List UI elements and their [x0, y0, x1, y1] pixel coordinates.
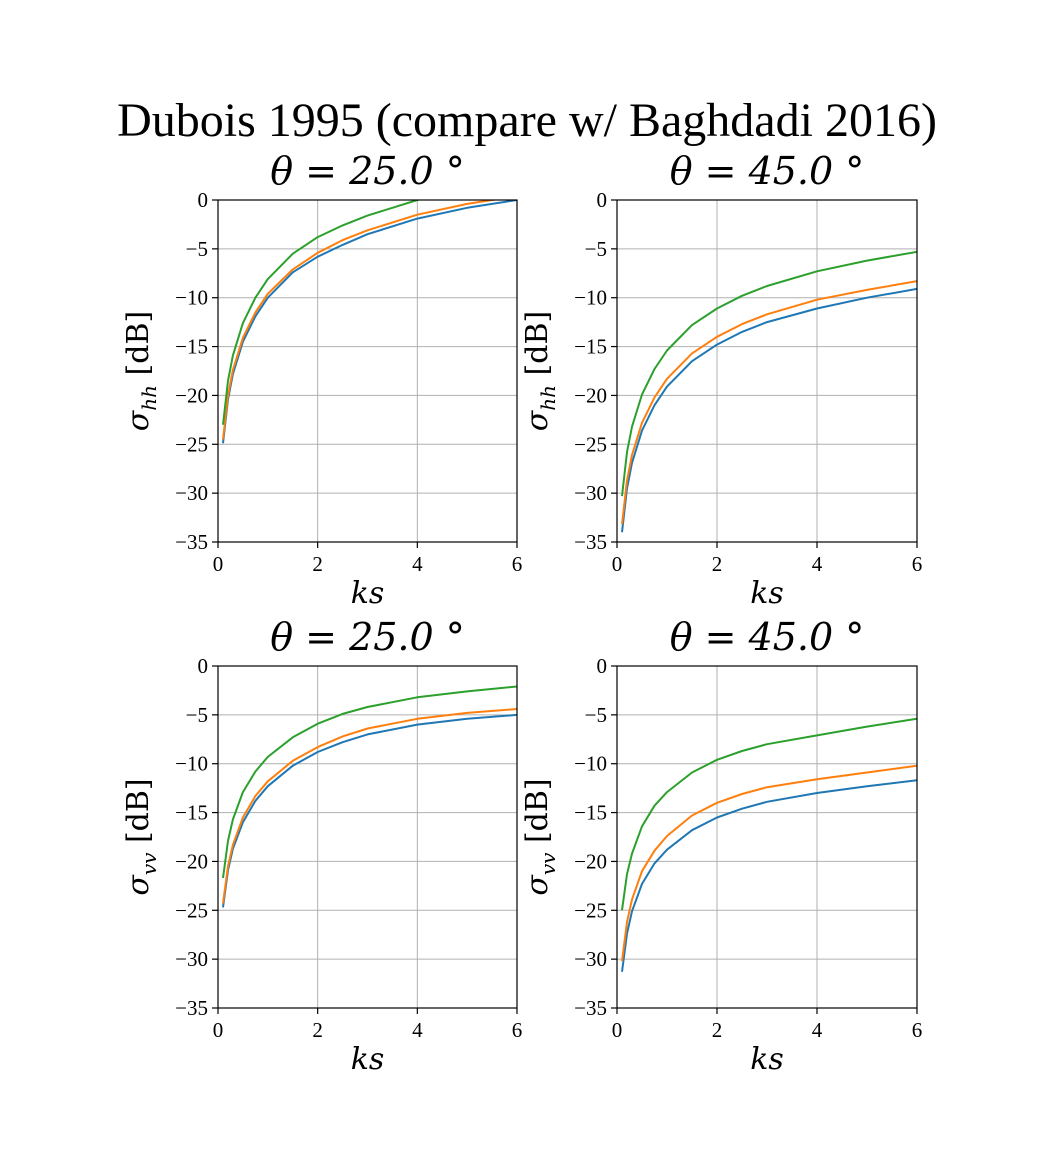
y-label-subscript: hh [137, 385, 161, 411]
y-label-symbol: σ [121, 409, 156, 431]
x-tick-label: 2 [712, 552, 723, 576]
y-tick-label: −25 [175, 898, 208, 922]
y-tick-label: 0 [198, 188, 209, 212]
series-line-1 [222, 200, 517, 444]
series-line-1 [621, 779, 917, 972]
x-tick-label: 0 [213, 552, 224, 576]
series-line-2 [621, 764, 917, 962]
y-tick-label: −10 [574, 286, 607, 310]
x-tick-label: 2 [712, 1018, 723, 1042]
y-tick-label: −15 [574, 335, 607, 359]
y-label-symbol: σ [520, 874, 555, 896]
series-line-3 [222, 685, 517, 879]
subplot-title: θ = 25.0 ° [270, 149, 465, 193]
y-label-symbol: σ [520, 409, 555, 431]
y-tick-label: −35 [175, 530, 208, 554]
subplot-3: 0 2 4 6 0 −5 −10 −15 −20 −25 −30 −35 θ = 25.0 ° ks σvv… [121, 615, 522, 1077]
y-tick-label: 0 [597, 188, 608, 212]
series-line-2 [222, 200, 499, 440]
y-tick-label: −30 [175, 947, 208, 971]
x-tick-label: 4 [812, 552, 823, 576]
y-label-unit: [dB] [121, 311, 156, 385]
x-tick-label: 6 [512, 1018, 523, 1042]
y-tick-label: −5 [585, 703, 607, 727]
x-tick-label: 2 [312, 552, 323, 576]
y-label-subscript: vv [536, 852, 560, 875]
x-tick-label: 6 [912, 1018, 923, 1042]
y-axis-label: σvv [dB] [121, 778, 161, 895]
axes-frame [616, 665, 918, 1009]
y-axis-label: σhh [dB] [520, 311, 560, 431]
subplot-grid: 0 2 4 60−5−10−15−20−25−30−35θ = 25.0 °ksσhh… [121, 149, 922, 1077]
axes-frame [616, 199, 918, 543]
y-tick-label: −35 [574, 530, 607, 554]
y-axis-label: σhh [dB] [121, 311, 161, 431]
series-line-2 [621, 280, 917, 525]
series-line-3 [222, 200, 422, 425]
x-tick-label: 2 [312, 1018, 323, 1042]
figure-title: Dubois 1995 (compare w/ Baghdadi 2016) [117, 94, 937, 147]
x-tick-label: 0 [612, 1018, 623, 1042]
y-tick-label: −25 [574, 898, 607, 922]
x-tick-label: 4 [412, 552, 423, 576]
y-tick-label: −15 [175, 335, 208, 359]
subplot-title: θ = 45.0 ° [670, 149, 865, 193]
y-label-subscript: hh [536, 385, 560, 411]
y-tick-label: −5 [186, 237, 208, 261]
y-tick-label: −25 [574, 432, 607, 456]
y-tick-label: −20 [175, 383, 208, 407]
y-label-symbol: σ [121, 874, 156, 896]
y-tick-label: 0 [198, 654, 209, 678]
series-line-3 [621, 717, 917, 911]
y-tick-label: −20 [574, 383, 607, 407]
axes-frame [217, 199, 518, 543]
y-tick-label: −10 [175, 752, 208, 776]
x-tick-label: 6 [512, 552, 523, 576]
x-tick-label: 0 [213, 1018, 224, 1042]
x-tick-label: 6 [912, 552, 923, 576]
y-tick-label: −20 [175, 849, 208, 873]
subplot-1: 0 2 4 6 0 −5 −10 −15 −20 −25 −30 −35 θ = 25.0 ° ks σhh… [121, 149, 522, 611]
subplot-4: 0 2 4 6 0 −5 −10 −15 −20 −25 −30 −35 θ = 45.0 ° ks σvv… [520, 615, 922, 1077]
y-tick-label: −30 [574, 947, 607, 971]
y-tick-label: −20 [574, 849, 607, 873]
series-line-1 [621, 287, 917, 533]
series-line-1 [222, 713, 517, 908]
y-label-unit: [dB] [520, 778, 555, 852]
x-axis-label: ks [351, 576, 385, 611]
subplot-title: θ = 45.0 ° [670, 615, 865, 659]
subplot-title: θ = 25.0 ° [270, 615, 465, 659]
y-tick-label: −10 [175, 286, 208, 310]
y-axis-label: σvv [dB] [520, 778, 560, 895]
x-axis-label: ks [351, 1042, 385, 1077]
y-tick-label: −5 [186, 703, 208, 727]
y-tick-label: −15 [574, 801, 607, 825]
y-label-subscript: vv [137, 852, 161, 875]
y-tick-label: −35 [574, 996, 607, 1020]
y-tick-label: −30 [175, 481, 208, 505]
series-line-3 [621, 250, 917, 497]
axes-frame [217, 665, 518, 1009]
y-tick-label: −25 [175, 432, 208, 456]
x-axis-label: ks [750, 1042, 784, 1077]
series-line-2 [222, 708, 517, 904]
x-axis-label: ks [750, 576, 784, 611]
y-tick-label: −35 [175, 996, 208, 1020]
subplot-2: 0 2 4 6 0 −5 −10 −15 −20 −25 −30 −35 θ = 45.0 ° ks σhh… [520, 149, 922, 611]
x-tick-label: 0 [612, 552, 623, 576]
y-tick-label: −30 [574, 481, 607, 505]
y-tick-label: −5 [585, 237, 607, 261]
y-tick-label: −10 [574, 752, 607, 776]
y-label-unit: [dB] [121, 778, 156, 852]
x-tick-label: 4 [412, 1018, 423, 1042]
y-label-unit: [dB] [520, 311, 555, 385]
y-tick-label: −15 [175, 801, 208, 825]
y-tick-label: 0 [597, 654, 608, 678]
x-tick-label: 4 [812, 1018, 823, 1042]
